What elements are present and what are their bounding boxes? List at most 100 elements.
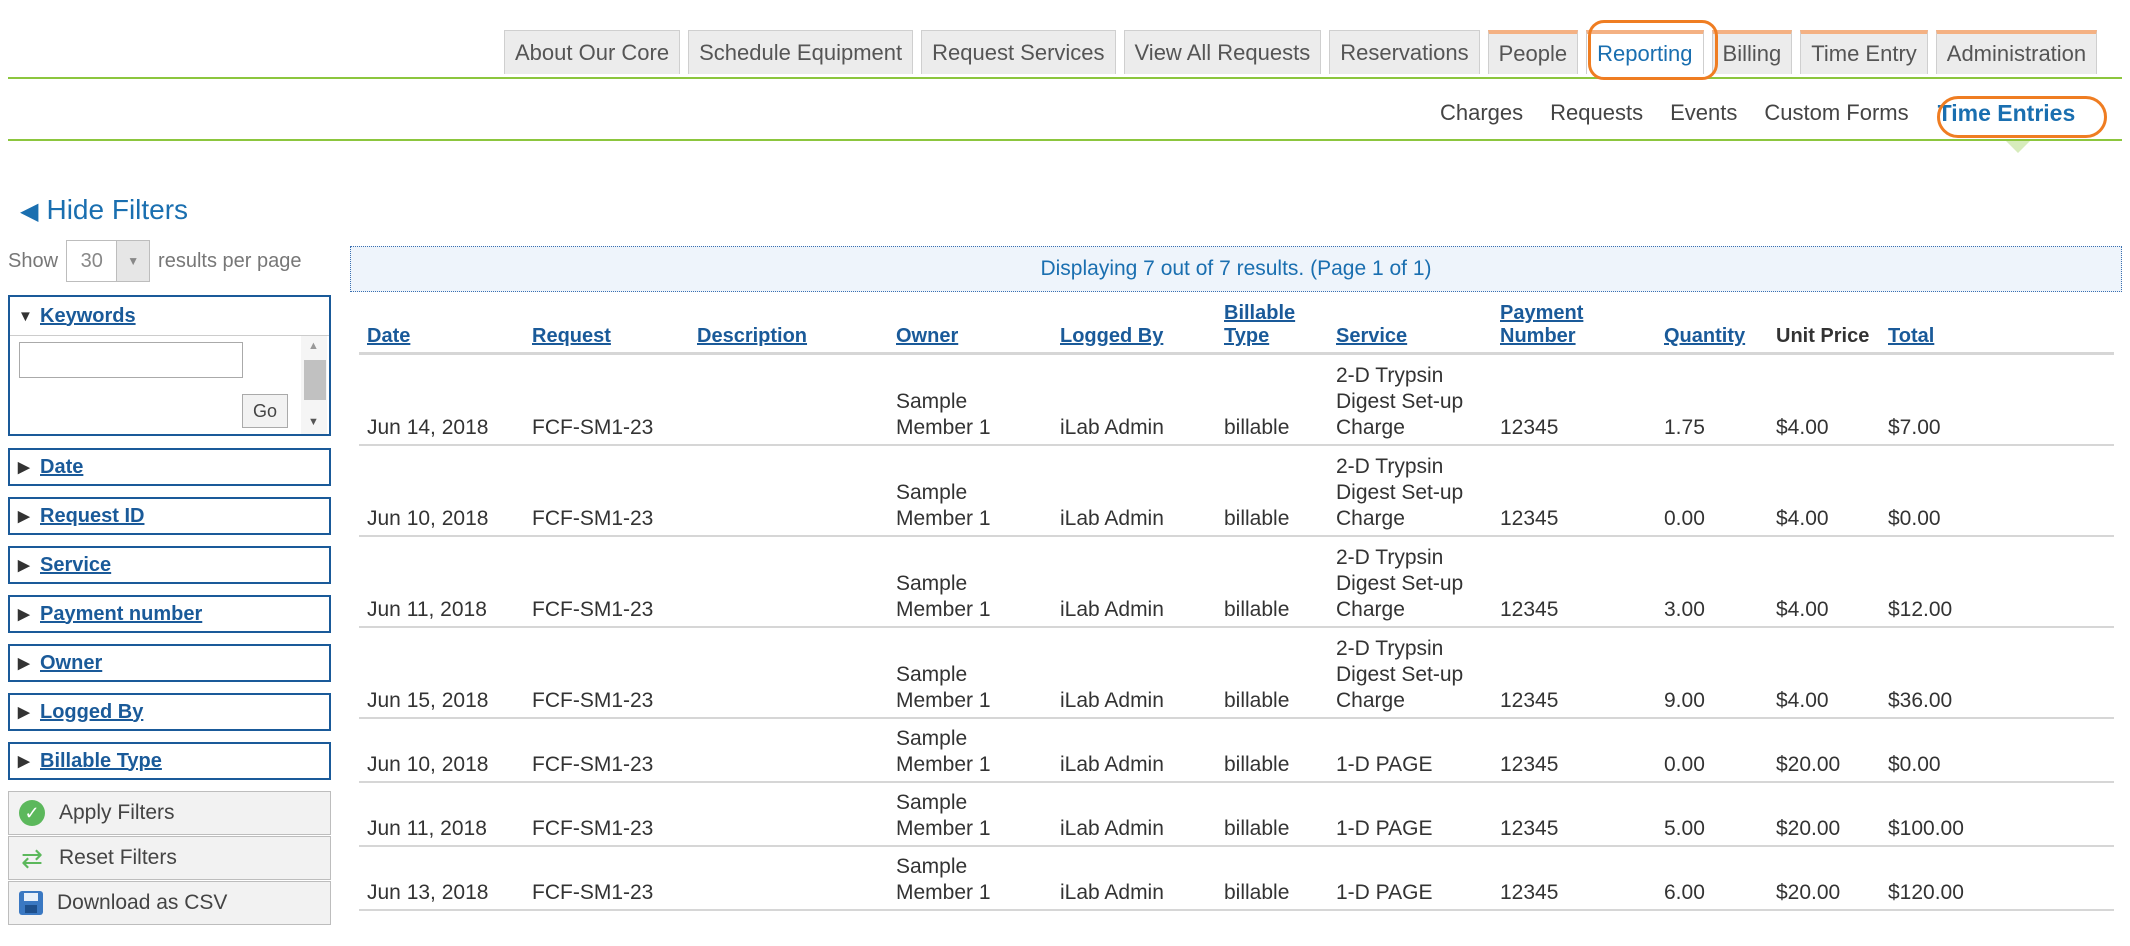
time-entries-table: Date Request Description Owner Logged By… bbox=[359, 298, 2114, 911]
cell-date: Jun 13, 2018 bbox=[359, 846, 524, 911]
filter-request-id-title[interactable]: Request ID bbox=[40, 504, 145, 527]
cell-description bbox=[689, 846, 888, 911]
results-summary-banner: Displaying 7 out of 7 results. (Page 1 o… bbox=[350, 246, 2122, 292]
results-per-page-select[interactable]: 30 ▼ bbox=[66, 240, 151, 282]
cell-request: FCF-SM1-23 bbox=[524, 782, 689, 847]
column-header-request[interactable]: Request bbox=[532, 325, 611, 347]
filter-date-title[interactable]: Date bbox=[40, 455, 84, 478]
cell-date: Jun 11, 2018 bbox=[359, 536, 524, 628]
subtab-charges[interactable]: Charges bbox=[1440, 100, 1524, 125]
subtab-events[interactable]: Events bbox=[1670, 100, 1738, 125]
cell-total: $12.00 bbox=[1880, 536, 2114, 628]
keywords-scrollbar[interactable]: ▲ ▼ bbox=[301, 336, 327, 434]
cell-service: 2-D Trypsin Digest Set-up Charge bbox=[1328, 627, 1492, 719]
column-header-date[interactable]: Date bbox=[367, 325, 411, 347]
cell-quantity: 5.00 bbox=[1656, 782, 1768, 847]
cell-unit-price: $20.00 bbox=[1768, 846, 1880, 911]
show-label: Show bbox=[8, 249, 59, 272]
table-row: Jun 13, 2018 FCF-SM1-23 Sample Member 1 … bbox=[359, 846, 2114, 911]
tab-about-our-core[interactable]: About Our Core bbox=[504, 30, 681, 74]
cell-payment-number: 12345 bbox=[1492, 627, 1656, 719]
filter-request-id[interactable]: ▶ Request ID bbox=[8, 497, 331, 535]
column-header-payment-number[interactable]: Payment Number bbox=[1500, 302, 1584, 347]
column-header-description[interactable]: Description bbox=[697, 325, 808, 347]
tab-reporting[interactable]: Reporting bbox=[1586, 30, 1704, 74]
cell-owner: Sample Member 1 bbox=[888, 445, 1052, 537]
filter-service[interactable]: ▶ Service bbox=[8, 546, 331, 584]
filter-owner-title[interactable]: Owner bbox=[40, 651, 103, 674]
column-header-billable-type[interactable]: Billable Type bbox=[1224, 302, 1296, 347]
cell-quantity: 0.00 bbox=[1656, 718, 1768, 783]
hide-filters-toggle[interactable]: ◀ Hide Filters bbox=[20, 194, 188, 226]
apply-filters-label: Apply Filters bbox=[59, 801, 175, 824]
triangle-right-icon: ▶ bbox=[18, 606, 30, 623]
column-header-quantity[interactable]: Quantity bbox=[1664, 325, 1746, 347]
triangle-right-icon: ▶ bbox=[18, 655, 30, 672]
download-csv-button[interactable]: Download as CSV bbox=[8, 881, 331, 925]
filter-payment-number-title[interactable]: Payment number bbox=[40, 602, 203, 625]
tab-schedule-equipment[interactable]: Schedule Equipment bbox=[688, 30, 914, 74]
cell-total: $0.00 bbox=[1880, 445, 2114, 537]
cell-service: 2-D Trypsin Digest Set-up Charge bbox=[1328, 353, 1492, 446]
keywords-input[interactable] bbox=[19, 342, 243, 378]
cell-request: FCF-SM1-23 bbox=[524, 846, 689, 911]
cell-unit-price: $4.00 bbox=[1768, 627, 1880, 719]
filter-logged-by-title[interactable]: Logged By bbox=[40, 700, 144, 723]
filter-service-title[interactable]: Service bbox=[40, 553, 112, 576]
tab-people[interactable]: People bbox=[1487, 30, 1579, 74]
floppy-disk-icon bbox=[19, 891, 43, 915]
cell-request: FCF-SM1-23 bbox=[524, 353, 689, 446]
triangle-left-icon: ◀ bbox=[20, 198, 39, 225]
cell-billable-type: billable bbox=[1216, 846, 1328, 911]
filter-payment-number[interactable]: ▶ Payment number bbox=[8, 595, 331, 633]
cell-service: 1-D PAGE bbox=[1328, 782, 1492, 847]
results-per-page-row: Show 30 ▼ results per page bbox=[8, 240, 301, 282]
tab-request-services[interactable]: Request Services bbox=[921, 30, 1116, 74]
filter-billable-type-title[interactable]: Billable Type bbox=[40, 749, 162, 772]
table-row: Jun 11, 2018 FCF-SM1-23 Sample Member 1 … bbox=[359, 782, 2114, 847]
filter-date[interactable]: ▶ Date bbox=[8, 448, 331, 486]
filter-keywords-header[interactable]: ▼ Keywords bbox=[10, 297, 329, 335]
filter-billable-type[interactable]: ▶ Billable Type bbox=[8, 742, 331, 780]
cell-description bbox=[689, 718, 888, 783]
cell-request: FCF-SM1-23 bbox=[524, 536, 689, 628]
tab-billing[interactable]: Billing bbox=[1711, 30, 1793, 74]
table-row: Jun 15, 2018 FCF-SM1-23 Sample Member 1 … bbox=[359, 627, 2114, 719]
cell-request: FCF-SM1-23 bbox=[524, 445, 689, 537]
scroll-up-icon[interactable]: ▲ bbox=[308, 340, 319, 352]
scrollbar-thumb[interactable] bbox=[304, 360, 326, 400]
column-header-service[interactable]: Service bbox=[1336, 325, 1408, 347]
tab-reservations[interactable]: Reservations bbox=[1329, 30, 1480, 74]
filter-keywords: ▼ Keywords Go ▲ ▼ bbox=[8, 295, 331, 436]
cell-logged-by: iLab Admin bbox=[1052, 782, 1216, 847]
tab-administration[interactable]: Administration bbox=[1935, 30, 2098, 74]
scroll-down-icon[interactable]: ▼ bbox=[308, 416, 319, 428]
keywords-go-button[interactable]: Go bbox=[242, 394, 288, 428]
subtab-custom-forms[interactable]: Custom Forms bbox=[1764, 100, 1909, 125]
cell-owner: Sample Member 1 bbox=[888, 846, 1052, 911]
refresh-icon: ⇄ bbox=[21, 842, 43, 873]
tab-time-entry[interactable]: Time Entry bbox=[1800, 30, 1928, 74]
cell-owner: Sample Member 1 bbox=[888, 782, 1052, 847]
cell-billable-type: billable bbox=[1216, 627, 1328, 719]
column-header-logged-by[interactable]: Logged By bbox=[1060, 325, 1164, 347]
cell-total: $36.00 bbox=[1880, 627, 2114, 719]
column-header-total[interactable]: Total bbox=[1888, 325, 1935, 347]
cell-owner: Sample Member 1 bbox=[888, 536, 1052, 628]
subtab-time-entries[interactable]: Time Entries bbox=[1937, 100, 2076, 126]
filter-owner[interactable]: ▶ Owner bbox=[8, 644, 331, 682]
apply-filters-button[interactable]: ✓ Apply Filters bbox=[8, 791, 331, 835]
subtab-requests[interactable]: Requests bbox=[1550, 100, 1644, 125]
filter-keywords-title[interactable]: Keywords bbox=[40, 304, 136, 327]
cell-unit-price: $4.00 bbox=[1768, 445, 1880, 537]
column-header-unit-price: Unit Price bbox=[1768, 298, 1880, 355]
download-csv-label: Download as CSV bbox=[57, 891, 228, 914]
cell-unit-price: $4.00 bbox=[1768, 536, 1880, 628]
filter-logged-by[interactable]: ▶ Logged By bbox=[8, 693, 331, 731]
reset-filters-button[interactable]: ⇄ Reset Filters bbox=[8, 836, 331, 880]
triangle-down-icon: ▼ bbox=[18, 307, 33, 325]
cell-payment-number: 12345 bbox=[1492, 718, 1656, 783]
column-header-owner[interactable]: Owner bbox=[896, 325, 959, 347]
table-header-row: Date Request Description Owner Logged By… bbox=[359, 298, 2114, 355]
tab-view-all-requests[interactable]: View All Requests bbox=[1123, 30, 1322, 74]
